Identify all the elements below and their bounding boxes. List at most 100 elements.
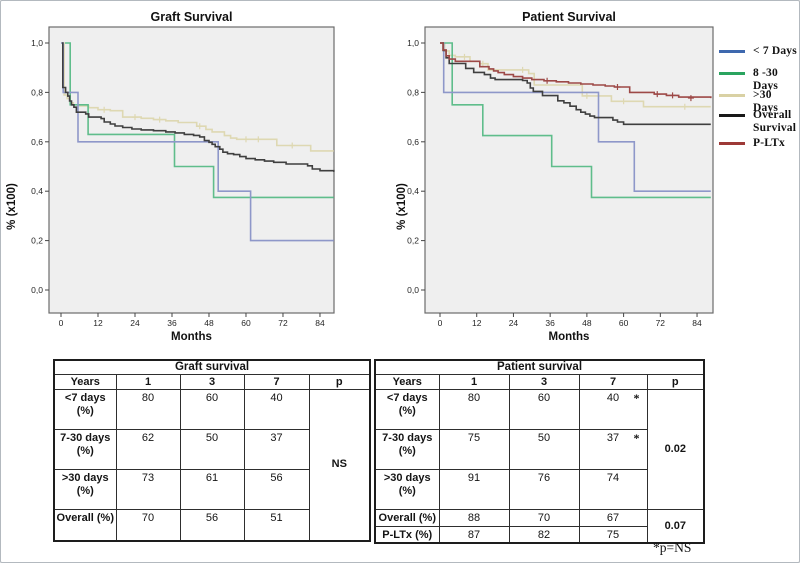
survival-charts-canvas: 0,0 0,2 0,4 0,6 0,8 1,0 0 12 24 36 48 60 72 84 Graft S… [6, 10, 714, 343]
legend-label: Overall Survival [753, 109, 797, 134]
y-tick-label: 0,2 [407, 236, 419, 246]
plot-area [424, 26, 714, 314]
col-header-years: Years [374, 374, 440, 390]
cell-value: 61 [179, 469, 245, 510]
legend-swatch-gt30days [719, 94, 745, 97]
cell-value: 70 [508, 508, 580, 527]
cell-value: 56 [243, 469, 310, 510]
x-tick-label: 36 [545, 318, 555, 328]
patient-survival-chart: 0,0 0,2 0,4 0,6 0,8 1,0 0 12 24 36 48 60 72 84 Patient… [396, 10, 714, 343]
cell-value: 50 [508, 428, 580, 470]
cell-value: 56 [179, 509, 245, 541]
y-tick-label: 1,0 [31, 38, 43, 48]
chart-legend: < 7 Days 8 -30 Days >30 Days Overall Sur… [713, 41, 799, 156]
p-value-cell: NS [308, 389, 371, 541]
col-header-1yr: 1 [438, 374, 510, 390]
x-tick-label: 0 [59, 318, 64, 328]
cell-value: 73 [115, 469, 181, 510]
legend-swatch-8-30days [719, 72, 745, 75]
y-axis-label: % (x100) [396, 183, 408, 230]
p-value-cell: 0.02 [646, 388, 705, 510]
cell-value-text: 37 [606, 431, 620, 444]
cell-value-text: 40 [606, 391, 620, 404]
x-tick-label: 12 [472, 318, 482, 328]
cell-value: 37 * [578, 428, 648, 470]
col-header-1yr: 1 [115, 374, 181, 390]
cell-value: 82 [508, 525, 580, 544]
row-label-text: >30 days [383, 471, 431, 484]
legend-item-lt7days: < 7 Days [713, 45, 799, 58]
x-tick-label: 84 [692, 318, 702, 328]
cell-value: 74 [578, 468, 648, 510]
cell-value: 75 [438, 428, 510, 470]
row-label: 7-30 days (%) [374, 428, 440, 470]
y-tick-label: 0,8 [31, 87, 43, 97]
graft-survival-chart: 0,0 0,2 0,4 0,6 0,8 1,0 0 12 24 36 48 60 72 84 Graft S… [6, 10, 335, 343]
y-tick-label: 0,8 [407, 87, 419, 97]
x-tick-label: 24 [130, 318, 140, 328]
legend-label: P-LTx [753, 137, 785, 149]
row-label-unit: (%) [398, 484, 416, 497]
legend-label: < 7 Days [753, 45, 797, 57]
cell-value: 62 [115, 429, 181, 470]
x-axis-label: Months [171, 331, 212, 343]
table-title: Graft survival [53, 359, 371, 375]
cell-value: 40 [243, 389, 310, 430]
y-axis-label: % (x100) [6, 183, 18, 230]
row-label-text: <7 days [64, 392, 106, 404]
row-label-text: 7-30 days [60, 432, 111, 444]
cell-value: 60 [179, 389, 245, 430]
row-label-unit: (%) [398, 404, 416, 417]
x-tick-label: 60 [619, 318, 629, 328]
survival-curve-8-30-days [65, 42, 334, 199]
y-tick-label: 0,2 [31, 236, 43, 246]
x-tick-label: 72 [278, 318, 288, 328]
footnote-p-ns: *p=NS [653, 540, 692, 555]
cell-value: 50 [179, 429, 245, 470]
cell-value: 87 [438, 525, 510, 544]
row-label-unit: (%) [76, 404, 94, 417]
cell-value: 75 [578, 525, 648, 544]
row-label-text: <7 days [386, 391, 428, 404]
col-header-7yr: 7 [578, 374, 648, 390]
row-label: Overall (%) [53, 509, 117, 541]
legend-swatch-overall [719, 114, 745, 117]
p-value-cell: 0.07 [646, 508, 705, 544]
legend-item-8-30days: 8 -30 Days [713, 67, 799, 93]
table-title: Patient survival [374, 359, 705, 375]
cell-value: 88 [438, 508, 510, 527]
cell-value: 40 * [578, 388, 648, 430]
legend-item-pltx: P-LTx [713, 137, 799, 150]
col-header-p: p [308, 374, 371, 390]
survival-curve--30-days [61, 42, 334, 152]
legend-swatch-lt7days [719, 50, 745, 53]
col-header-p: p [646, 374, 705, 390]
x-tick-label: 36 [167, 318, 177, 328]
row-label-text: >30 days [61, 472, 109, 484]
cell-value: 80 [438, 388, 510, 430]
cell-value: 37 [243, 429, 310, 470]
row-label: P-LTx (%) [374, 525, 440, 544]
x-tick-label: 48 [204, 318, 214, 328]
plot-area [48, 26, 335, 314]
row-label-unit: (%) [398, 444, 416, 457]
x-tick-label: 48 [582, 318, 592, 328]
y-tick-label: 0,4 [407, 186, 419, 196]
cell-value: 51 [243, 509, 310, 541]
survival-curve-p-ltx [440, 42, 712, 99]
chart-title: Graft Survival [151, 10, 233, 24]
row-label: >30 days (%) [53, 469, 117, 510]
significance-asterisk: * [633, 430, 640, 445]
cell-value: 91 [438, 468, 510, 510]
row-label: Overall (%) [374, 508, 440, 527]
x-tick-label: 24 [509, 318, 519, 328]
x-axis-label: Months [549, 331, 590, 343]
legend-item-gt30days: >30 Days [713, 89, 799, 115]
row-label: <7 days (%) [374, 388, 440, 430]
cell-value: 60 [508, 388, 580, 430]
y-tick-label: 1,0 [407, 38, 419, 48]
row-label: <7 days (%) [53, 389, 117, 430]
chart-title: Patient Survival [522, 10, 616, 24]
legend-label: 8 -30 Days [753, 67, 779, 92]
cell-value: 67 [578, 508, 648, 527]
